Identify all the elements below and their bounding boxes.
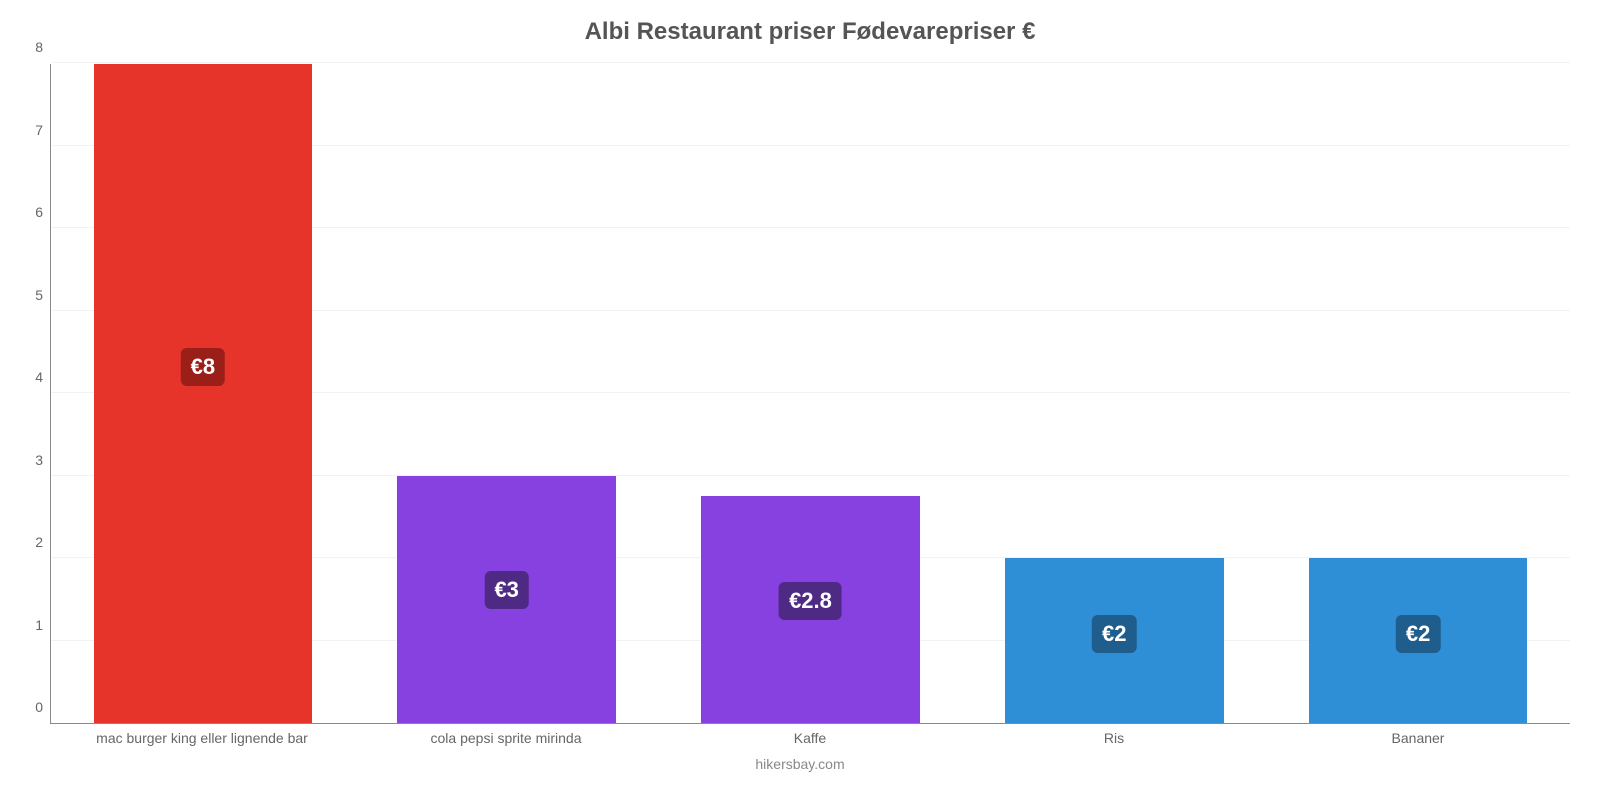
bar-value-label: €3 bbox=[484, 571, 528, 609]
price-bar-chart: Albi Restaurant priser Fødevarepriser € … bbox=[0, 0, 1600, 800]
x-axis-label: Kaffe bbox=[658, 730, 962, 746]
y-tick-label: 7 bbox=[23, 122, 43, 138]
y-tick-label: 6 bbox=[23, 204, 43, 220]
bar-slot: €3 bbox=[355, 64, 659, 723]
chart-footer: hikersbay.com bbox=[0, 756, 1600, 772]
y-tick-label: 4 bbox=[23, 369, 43, 385]
y-tick-label: 1 bbox=[23, 617, 43, 633]
bar-value-label: €8 bbox=[181, 348, 225, 386]
y-tick-label: 0 bbox=[23, 699, 43, 715]
bar: €2.8 bbox=[701, 496, 920, 723]
bar-value-label: €2 bbox=[1396, 615, 1440, 653]
grid-line bbox=[51, 62, 1570, 63]
bar-slot: €2 bbox=[1266, 64, 1570, 723]
x-axis-label: cola pepsi sprite mirinda bbox=[354, 730, 658, 746]
bar-slot: €2 bbox=[962, 64, 1266, 723]
x-axis-label: mac burger king eller lignende bar bbox=[50, 730, 354, 746]
bar: €3 bbox=[397, 476, 616, 723]
x-axis-labels: mac burger king eller lignende barcola p… bbox=[50, 730, 1570, 746]
chart-title: Albi Restaurant priser Fødevarepriser € bbox=[50, 18, 1570, 46]
bar: €2 bbox=[1309, 558, 1528, 723]
x-axis-label: Bananer bbox=[1266, 730, 1570, 746]
bar-slot: €2.8 bbox=[659, 64, 963, 723]
bars-container: €8 €3 €2.8 €2 €2 bbox=[51, 64, 1570, 723]
y-tick-label: 8 bbox=[23, 39, 43, 55]
plot-area: 012345678€8€3€2.8€2€2 bbox=[50, 64, 1570, 724]
y-tick-label: 3 bbox=[23, 452, 43, 468]
y-tick-label: 5 bbox=[23, 287, 43, 303]
y-tick-label: 2 bbox=[23, 534, 43, 550]
bar: €2 bbox=[1005, 558, 1224, 723]
bar: €8 bbox=[94, 64, 313, 723]
bar-value-label: €2.8 bbox=[779, 582, 842, 620]
bar-slot: €8 bbox=[51, 64, 355, 723]
x-axis-label: Ris bbox=[962, 730, 1266, 746]
bar-value-label: €2 bbox=[1092, 615, 1136, 653]
